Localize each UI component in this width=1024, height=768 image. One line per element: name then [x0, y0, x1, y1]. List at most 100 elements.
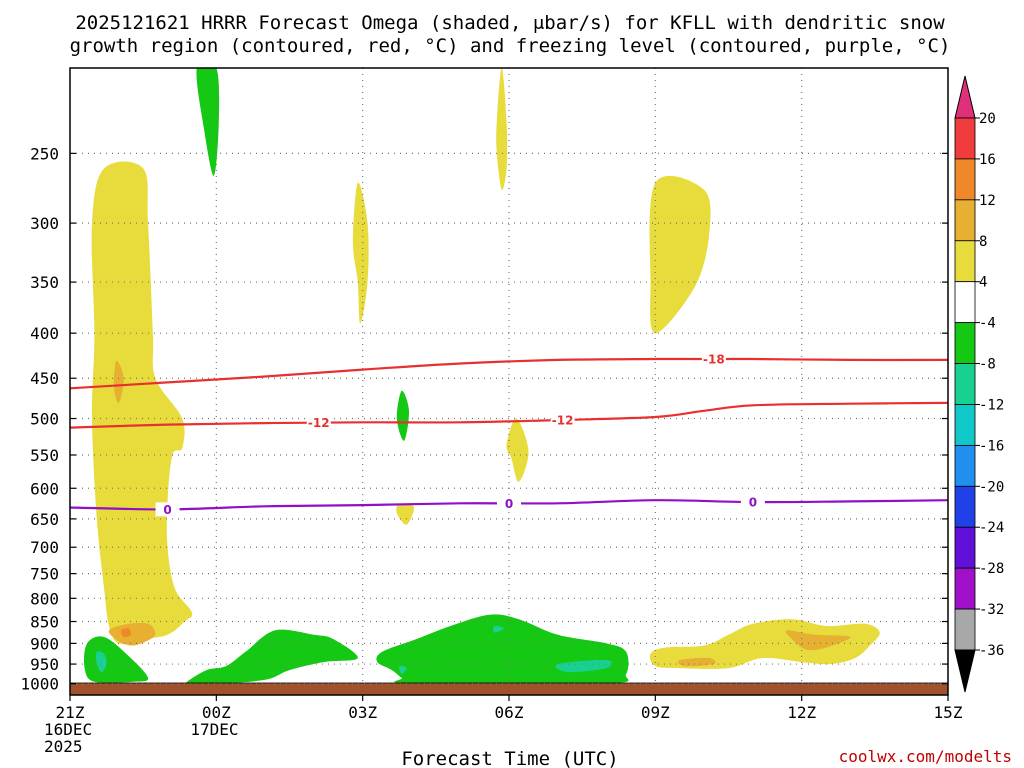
omega-region-7	[396, 503, 415, 525]
y-tick-label-800: 800	[30, 589, 59, 608]
chart-title: 2025121621 HRRR Forecast Omega (shaded, …	[70, 12, 951, 57]
y-tick-label-650: 650	[30, 510, 59, 529]
colorbar-label-12: -32	[979, 602, 1004, 618]
colorbar-label-2: 12	[979, 193, 996, 209]
colorbar-bin-4	[954, 240, 976, 283]
colorbar-label-6: -8	[979, 357, 996, 373]
colorbar-bin-2	[954, 158, 976, 201]
omega-region-17	[96, 651, 107, 672]
colorbar-label-4: 4	[979, 275, 987, 291]
contour-label-bg	[740, 495, 765, 510]
contour-label-bg	[701, 352, 726, 367]
omega-region-14	[83, 636, 149, 683]
omega-region-8	[649, 175, 711, 334]
omega-region-4	[352, 182, 369, 324]
plot-frame	[69, 67, 949, 696]
colorbar-bin-9	[954, 444, 976, 487]
colorbar-label-11: -28	[979, 561, 1004, 577]
colorbar-label-8: -16	[979, 438, 1004, 454]
colorbar-bottom-arrow	[954, 649, 976, 693]
colorbar-bin-13	[954, 608, 976, 651]
x-tick-label-15-0: 12Z	[787, 703, 816, 722]
colorbar-label-1: 16	[979, 152, 996, 168]
y-tick-label-600: 600	[30, 479, 59, 498]
omega-region-13	[396, 390, 410, 441]
y-tick-label-850: 850	[30, 613, 59, 632]
x-tick-label-0-2: 2025	[44, 737, 83, 756]
contour-label-1-0: -12	[308, 416, 330, 430]
colorbar-bin-7	[954, 363, 976, 405]
omega-region-3	[120, 628, 132, 638]
y-tick-label-400: 400	[30, 324, 59, 343]
y-tick-label-700: 700	[30, 538, 59, 557]
contour-label-2-0: 0	[163, 503, 171, 517]
colorbar-bin-3	[954, 199, 976, 242]
ground-strip	[69, 682, 949, 696]
colorbar-bin-6	[954, 322, 976, 364]
omega-region-9	[649, 619, 880, 669]
colorbar-label-9: -20	[979, 479, 1004, 495]
omega-region-0	[91, 161, 193, 644]
colorbar-bin-5	[954, 281, 976, 324]
plot-area	[69, 68, 949, 696]
omega-region-20	[399, 665, 407, 675]
y-tick-label-750: 750	[30, 565, 59, 584]
contour-line-1	[69, 401, 949, 429]
colorbar-label-7: -12	[979, 397, 1004, 413]
colorbar-label-13: -36	[979, 643, 1004, 659]
colorbar: 20 16 12 8 4 -4 -8 -12 -16 -20 -24 -28 -32 -36	[954, 75, 1004, 693]
contour-label-bg	[550, 412, 575, 427]
y-tick-label-550: 550	[30, 446, 59, 465]
x-axis-label: Forecast Time (UTC)	[401, 748, 618, 768]
y-tick-label-950: 950	[30, 655, 59, 674]
contour-label-0-0: -18	[703, 353, 725, 367]
x-tick-label-9-0: 06Z	[495, 703, 524, 722]
x-tick-label-0-0: 21Z	[56, 703, 85, 722]
omega-region-2	[113, 360, 124, 404]
y-tick-label-250: 250	[30, 144, 59, 163]
contour-label-bg	[497, 496, 521, 511]
omega-region-16	[376, 614, 629, 685]
pressure-axis: 250 300 350 400 450 500 550 600 650 700 750 800 850 9…	[20, 144, 948, 694]
omega-region-15	[186, 629, 358, 685]
omega-region-10	[785, 630, 851, 651]
x-tick-label-12-0: 09Z	[641, 703, 670, 722]
omega-region-18	[555, 659, 613, 673]
contour-label-1-1: -12	[552, 413, 574, 427]
omega-region-12	[196, 68, 220, 176]
colorbar-label-5: -4	[979, 316, 996, 332]
grid-lines	[70, 68, 948, 685]
colorbar-label-3: 8	[979, 234, 987, 250]
temperature-contours: -18 -12 -12 0 0 0	[69, 352, 949, 517]
colorbar-label-10: -24	[979, 520, 1004, 536]
colorbar-bin-10	[954, 485, 976, 528]
colorbar-bin-1	[954, 117, 976, 160]
x-tick-label-3-0: 00Z	[202, 703, 231, 722]
x-tick-label-0-1: 16DEC	[44, 720, 92, 739]
colorbar-bin-12	[954, 567, 976, 610]
omega-region-19	[493, 625, 505, 633]
x-tick-label-18-0: 15Z	[934, 703, 963, 722]
y-tick-label-300: 300	[30, 214, 59, 233]
x-tick-label-3-1: 17DEC	[190, 720, 238, 739]
y-tick-label-900: 900	[30, 634, 59, 653]
colorbar-bin-11	[954, 526, 976, 569]
y-tick-label-450: 450	[30, 369, 59, 388]
credit-text: coolwx.com/modelts	[839, 747, 1012, 766]
contour-label-2-1: 0	[505, 497, 513, 511]
y-tick-label-500: 500	[30, 410, 59, 429]
y-tick-label-350: 350	[30, 273, 59, 292]
omega-region-5	[496, 68, 508, 191]
y-tick-label-1000: 1000	[20, 675, 59, 694]
colorbar-bin-8	[954, 404, 976, 446]
contour-label-2-2: 0	[749, 496, 757, 510]
x-tick-label-6-0: 03Z	[348, 703, 377, 722]
contour-label-bg	[306, 415, 331, 430]
title-line-2: growth region (contoured, red, °C) and f…	[70, 35, 951, 57]
contour-line-0	[69, 357, 949, 390]
title-line-1: 2025121621 HRRR Forecast Omega (shaded, …	[75, 12, 945, 34]
frame-border	[69, 67, 949, 696]
omega-region-1	[108, 622, 156, 646]
